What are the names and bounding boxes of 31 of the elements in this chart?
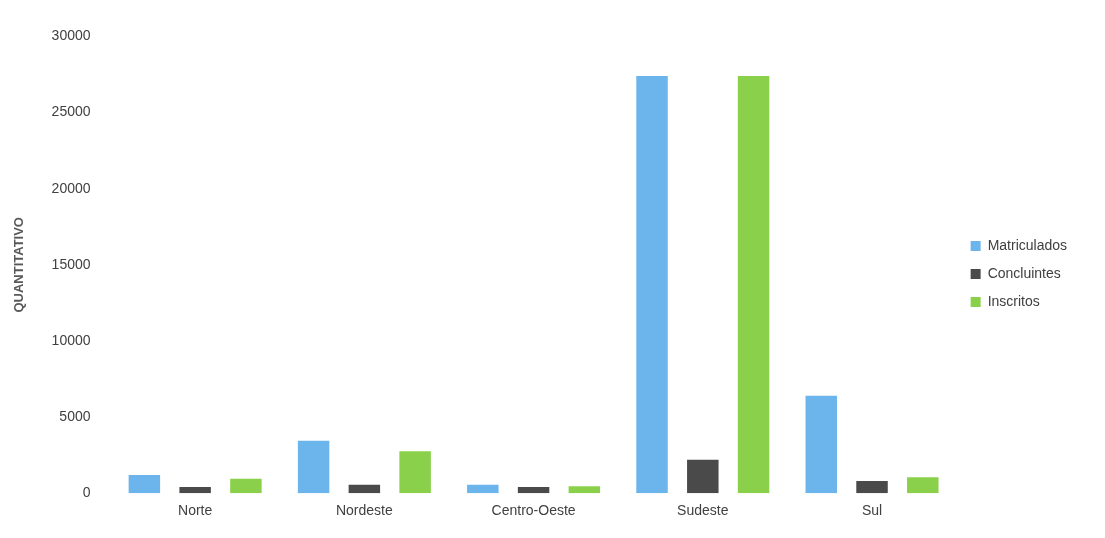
- bar: [179, 487, 211, 494]
- x-tick-label: Nordeste: [335, 502, 393, 519]
- x-tick-label: Sudeste: [677, 502, 729, 519]
- bar: [805, 395, 837, 494]
- bar: [128, 474, 161, 494]
- bar: [636, 75, 668, 494]
- legend-label: Concluintes: [987, 264, 1061, 281]
- y-axis-title: QUANTITATIVO: [11, 217, 27, 313]
- bar: [230, 478, 262, 494]
- bar: [737, 75, 770, 494]
- bar: [348, 484, 381, 494]
- y-tick-label: 20000: [51, 179, 91, 196]
- y-tick-label: 15000: [51, 255, 91, 272]
- legend-label: Matriculados: [987, 236, 1068, 253]
- x-tick-label: Norte: [178, 502, 213, 519]
- x-tick-label: Centro-Oeste: [491, 502, 576, 519]
- y-tick-label: 0: [82, 484, 91, 501]
- y-tick-label: 30000: [51, 27, 91, 44]
- bar: [297, 440, 330, 494]
- bar: [856, 481, 888, 494]
- legend-label: Inscritos: [987, 292, 1040, 309]
- bar: [568, 486, 601, 494]
- bar: [907, 477, 939, 494]
- x-tick-label: Sul: [861, 502, 883, 519]
- y-tick-label: 5000: [59, 407, 91, 424]
- bar: [467, 484, 499, 494]
- bar: [687, 459, 719, 494]
- bar: [399, 451, 431, 494]
- y-tick-label: 25000: [51, 103, 91, 120]
- y-tick-label: 10000: [51, 331, 91, 348]
- bar: [517, 487, 550, 494]
